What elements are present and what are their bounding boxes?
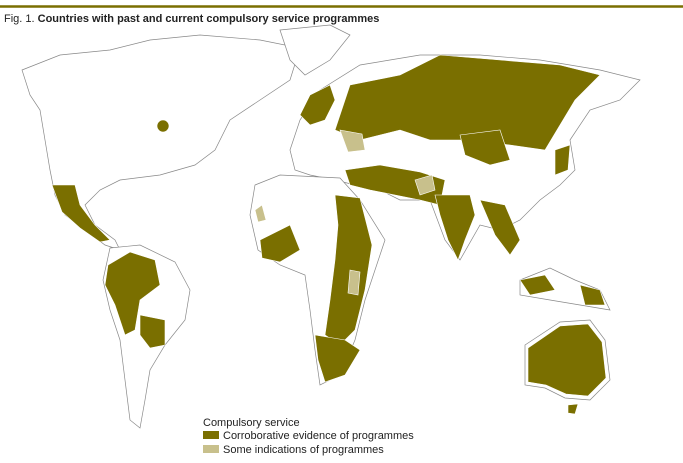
- afghanistan: [414, 174, 436, 196]
- legend-swatch: [203, 431, 219, 439]
- japan: [554, 144, 571, 176]
- west-africa-light: [254, 204, 267, 223]
- russia: [334, 54, 601, 151]
- australia-fill: [527, 323, 607, 397]
- mexico-central-america: [51, 184, 111, 243]
- north-america: [21, 34, 301, 251]
- legend-swatch: [203, 445, 219, 453]
- southern-africa: [314, 334, 361, 383]
- india: [434, 194, 476, 261]
- canada-dot: [156, 119, 170, 133]
- legend: Compulsory service Corroborative evidenc…: [203, 417, 414, 456]
- legend-title: Compulsory service: [203, 417, 300, 429]
- greenland: [279, 24, 351, 76]
- legend-label: Corroborative evidence of programmes: [223, 430, 414, 442]
- tasmania-nz: [567, 403, 579, 415]
- legend-label: Some indications of programmes: [223, 444, 384, 456]
- sahel: [259, 224, 301, 263]
- ukraine-belarus: [339, 129, 366, 153]
- china-korea: [459, 129, 511, 166]
- nordic: [299, 84, 336, 126]
- indonesia: [519, 274, 606, 306]
- figure-title: Fig. 1. Countries with past and current …: [4, 13, 379, 25]
- andean-brazil: [104, 251, 161, 336]
- bolivia-paraguay: [139, 314, 166, 349]
- world-map: [21, 24, 641, 429]
- indochina: [479, 199, 521, 256]
- east-africa-light: [347, 269, 361, 296]
